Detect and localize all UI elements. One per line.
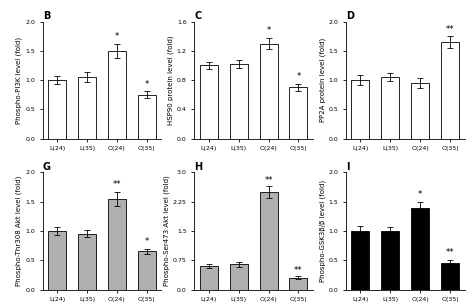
Y-axis label: HSP90 protein level (fold): HSP90 protein level (fold)	[167, 35, 174, 125]
Bar	[229, 264, 247, 290]
Y-axis label: Phospho-GSK3β/β level (fold): Phospho-GSK3β/β level (fold)	[319, 180, 326, 282]
Bar	[200, 266, 218, 290]
Text: B: B	[43, 11, 50, 21]
Text: *: *	[296, 72, 301, 81]
Text: **: **	[113, 180, 121, 189]
Y-axis label: Phospho-PI3K level (fold): Phospho-PI3K level (fold)	[16, 37, 22, 124]
Text: *: *	[418, 190, 422, 199]
Bar	[78, 77, 96, 139]
Bar	[108, 199, 126, 290]
Bar	[78, 234, 96, 290]
Bar	[441, 42, 459, 139]
Bar	[290, 87, 308, 139]
Text: **: **	[294, 266, 303, 275]
Bar	[260, 43, 278, 139]
Bar	[441, 263, 459, 290]
Bar	[138, 95, 156, 139]
Bar	[381, 77, 399, 139]
Text: G: G	[43, 162, 51, 172]
Bar	[351, 80, 369, 139]
Y-axis label: PP2A protein level (fold): PP2A protein level (fold)	[319, 38, 326, 122]
Text: **: **	[264, 176, 273, 184]
Bar	[138, 251, 156, 290]
Bar	[411, 208, 429, 290]
Text: **: **	[446, 25, 455, 34]
Text: *: *	[266, 26, 271, 35]
Text: *: *	[145, 80, 149, 89]
Bar	[48, 80, 66, 139]
Bar	[229, 64, 247, 139]
Y-axis label: Phospho-Thr308 Akt level (fold): Phospho-Thr308 Akt level (fold)	[16, 176, 22, 286]
Bar	[260, 192, 278, 290]
Text: D: D	[346, 11, 354, 21]
Bar	[381, 231, 399, 290]
Text: *: *	[145, 237, 149, 246]
Text: *: *	[115, 32, 119, 42]
Bar	[351, 231, 369, 290]
Y-axis label: Phospho-Ser473 Akt level (fold): Phospho-Ser473 Akt level (fold)	[164, 176, 170, 286]
Bar	[108, 51, 126, 139]
Bar	[200, 65, 218, 139]
Bar	[290, 278, 308, 290]
Text: **: **	[446, 248, 455, 257]
Bar	[411, 83, 429, 139]
Bar	[48, 231, 66, 290]
Text: H: H	[194, 162, 202, 172]
Text: C: C	[194, 11, 201, 21]
Text: I: I	[346, 162, 349, 172]
